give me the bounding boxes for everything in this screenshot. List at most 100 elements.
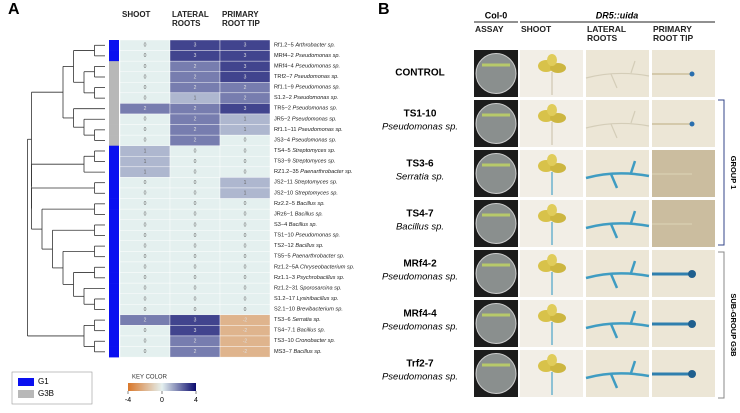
cell-value: 0 (244, 148, 247, 154)
strain-id: MS3−7 (274, 349, 292, 355)
strain-id: JS3−4 (274, 138, 290, 144)
cell-value: 1 (244, 117, 247, 123)
cell-value: 0 (194, 180, 197, 186)
strain-id: TS4−5 (274, 148, 291, 154)
row-label: MRf4−2 Pseudomonas sp. (274, 53, 340, 59)
strain-id: TS3−9 (274, 159, 291, 165)
group-bar (109, 166, 119, 178)
row-label: Rz1.2−5A Chryseobacterium sp. (274, 265, 354, 271)
cell-value: 0 (144, 233, 147, 239)
cell-value: 0 (194, 243, 197, 249)
cell-value: 0 (144, 265, 147, 271)
cell-value: 1 (244, 191, 247, 197)
cell-value: 0 (144, 117, 147, 123)
legend-swatch (18, 378, 34, 386)
taxon: Streptomyces sp. (295, 191, 338, 197)
taxon: Pseudomonas sp. (295, 233, 340, 239)
cell-value: 3 (194, 43, 197, 49)
legend-swatch (18, 390, 34, 398)
cell-value: 0 (244, 159, 247, 165)
leaf (547, 254, 557, 266)
group-bar (109, 209, 119, 220)
strain-id: S1.2−2 (274, 96, 292, 102)
column-header: LATERAL ROOTS (172, 10, 209, 28)
cell-value: 0 (194, 233, 197, 239)
row-label: TR5−2 Pseudomonas sp. (274, 106, 337, 112)
cell-value: 0 (144, 180, 147, 186)
cell-value: 2 (194, 127, 197, 133)
bracket (718, 99, 725, 246)
cell-value: 0 (144, 328, 147, 334)
group-bar (109, 283, 119, 294)
control-header: Col-0 (485, 10, 508, 20)
taxon: Pseudomonas sp. (292, 117, 337, 123)
row-label: Rz2.2−5 Bacillus sp. (274, 201, 325, 207)
reporter-header: DR5::uida (596, 10, 639, 20)
stained-tip (688, 270, 696, 278)
cell-value: 0 (144, 286, 147, 292)
group-bar (109, 40, 119, 51)
cell-value: 0 (194, 159, 197, 165)
cell-value: 1 (144, 148, 147, 154)
stained-tip (688, 370, 696, 378)
cell-value: 3 (244, 53, 247, 59)
cell-value: 2 (194, 74, 197, 80)
cell-value: 0 (244, 201, 247, 207)
leaf (550, 263, 566, 273)
cell-value: 0 (194, 275, 197, 281)
strain-id: Rf1.1−9 (274, 85, 294, 91)
legend-label: G1 (38, 377, 49, 386)
cell-value: 1 (194, 95, 197, 101)
leaf (547, 354, 557, 366)
strain-id: TS3−6 (274, 318, 291, 324)
cell-value: 2 (144, 106, 147, 112)
key-tick-label: 4 (194, 397, 198, 404)
group-bar (109, 325, 119, 337)
leaf (547, 154, 557, 166)
cell-value: 3 (194, 53, 197, 59)
strain-id: Rf1.2−5 (274, 43, 294, 49)
taxon: Bacillus sp. (297, 328, 325, 334)
row-taxon: Pseudomonas sp. (382, 322, 458, 333)
cell-value: 0 (244, 286, 247, 292)
taxon: Pseudomonas sp. (292, 138, 337, 144)
cell-value: 0 (194, 169, 197, 175)
cell-value: 0 (144, 95, 147, 101)
leaf (550, 63, 566, 73)
strain-id: TS5−5 (274, 254, 291, 260)
row-label: JS3−4 Pseudomonas sp. (274, 138, 336, 144)
cell-value: 0 (244, 275, 247, 281)
cell-value: 3 (194, 317, 197, 323)
cell-value: -2 (243, 328, 248, 334)
row-label: TS3−10 Cronobacter sp. (274, 339, 335, 345)
taxon: Pseudomonas sp. (293, 96, 338, 102)
taxon: Bacillus sp. (295, 212, 323, 218)
cell-value: 1 (144, 169, 147, 175)
cell-value: 0 (244, 307, 247, 313)
strain-id: JR5−2 (274, 117, 290, 123)
root (585, 160, 650, 189)
cell-value: 0 (144, 339, 147, 345)
taxon: Streptomyces sp. (292, 159, 335, 165)
strain-id: MRf4−4 (274, 64, 294, 70)
cell-value: 0 (244, 169, 247, 175)
taxon: Bacillus sp. (295, 244, 323, 250)
taxon: Brevibacterium sp. (297, 307, 343, 313)
row-label: Rf1.1−9 Pseudomonas sp. (274, 85, 340, 91)
group-bar (109, 251, 119, 263)
strain-id: S1.2−17 (274, 296, 295, 302)
group-bar (109, 230, 119, 242)
taxon: Pseudomonas sp. (298, 127, 343, 133)
heatmap-cell (219, 346, 271, 358)
row-id: MRf4-4 (403, 309, 437, 320)
cell-value: 0 (144, 64, 147, 70)
cell-value: 0 (144, 275, 147, 281)
cell-value: 2 (194, 138, 197, 144)
row-label: Rf1.1−11 Pseudomonas sp. (274, 127, 343, 133)
group-bar (109, 145, 119, 157)
group-bar (109, 156, 119, 168)
cell-value: 1 (144, 159, 147, 165)
cell-value: 0 (144, 127, 147, 133)
